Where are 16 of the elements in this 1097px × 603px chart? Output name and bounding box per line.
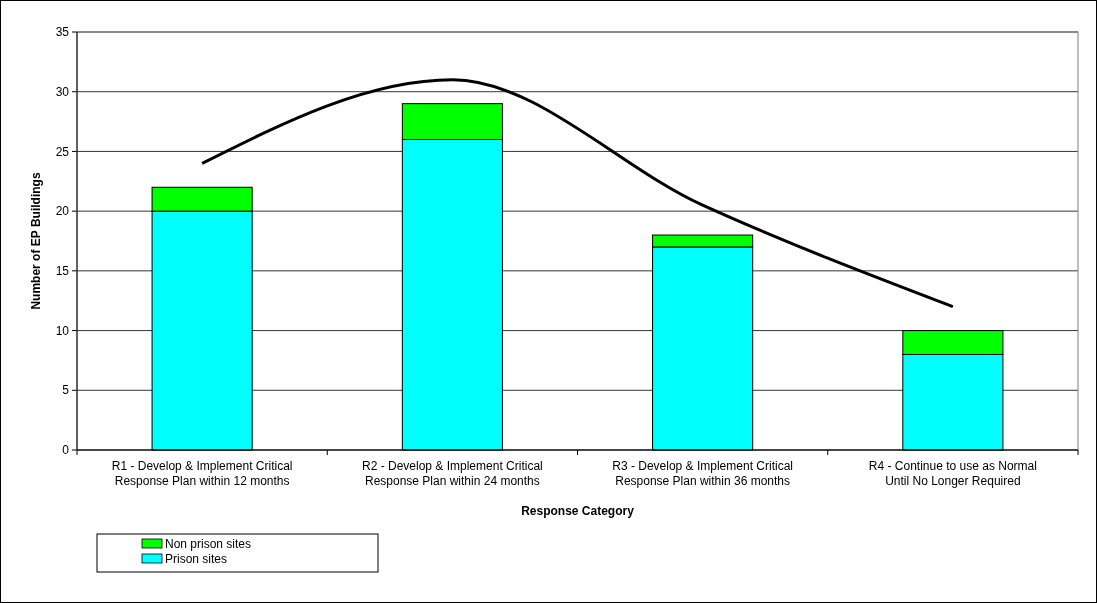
x-tick-label: R3 - Develop & Implement Critical Response Plan within 36 months [612,459,793,488]
y-axis-title: Number of EP Buildings [29,172,43,310]
x-tick-label: R4 - Continue to use as Normal Until No Longer Required [868,459,1037,488]
y-tick-label: 5 [62,383,70,398]
x-tick-label: R2 - Develop & Implement Critical Response Plan within 24 months [362,459,543,488]
y-tick-label: 25 [55,144,70,159]
y-tick-label: 0 [62,443,70,458]
y-tick-label: 15 [55,264,70,279]
y-tick-label: 30 [55,84,70,99]
y-tick-label: 20 [55,204,70,219]
x-axis-title: Response Category [521,504,635,518]
legend-label: Non prison sites [165,537,252,552]
x-tick-label: R1 - Develop & Implement Critical Response Plan within 12 months [111,459,293,488]
y-tick-label: 10 [55,323,70,338]
legend-label: Prison sites [165,552,228,567]
y-tick-label: 35 [55,25,70,40]
